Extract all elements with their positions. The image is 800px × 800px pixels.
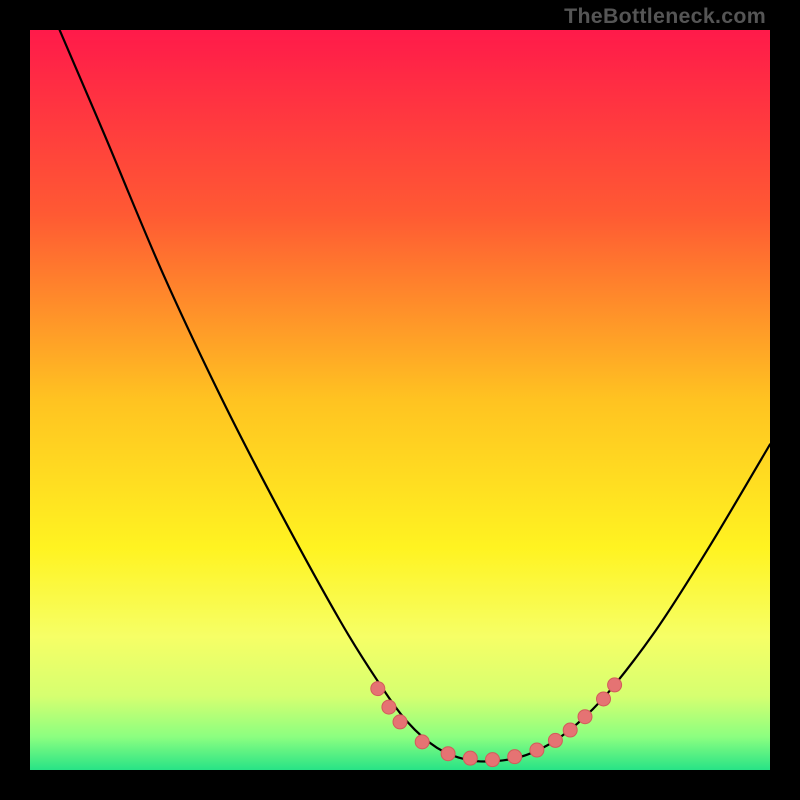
marker-dot	[382, 700, 396, 714]
marker-dot	[578, 710, 592, 724]
marker-dot	[563, 723, 577, 737]
marker-dot	[441, 747, 455, 761]
plot-overlay	[30, 30, 770, 770]
marker-dot	[486, 753, 500, 767]
marker-dot	[530, 743, 544, 757]
marker-dot	[415, 735, 429, 749]
plot-area	[30, 30, 770, 770]
marker-dot	[608, 678, 622, 692]
marker-dot	[508, 750, 522, 764]
marker-dot	[597, 692, 611, 706]
marker-dot	[393, 715, 407, 729]
bottleneck-curve	[60, 30, 770, 762]
figure-root: TheBottleneck.com	[0, 0, 800, 800]
watermark: TheBottleneck.com	[564, 4, 766, 29]
marker-dot	[463, 751, 477, 765]
marker-dot	[548, 733, 562, 747]
marker-dot	[371, 682, 385, 696]
